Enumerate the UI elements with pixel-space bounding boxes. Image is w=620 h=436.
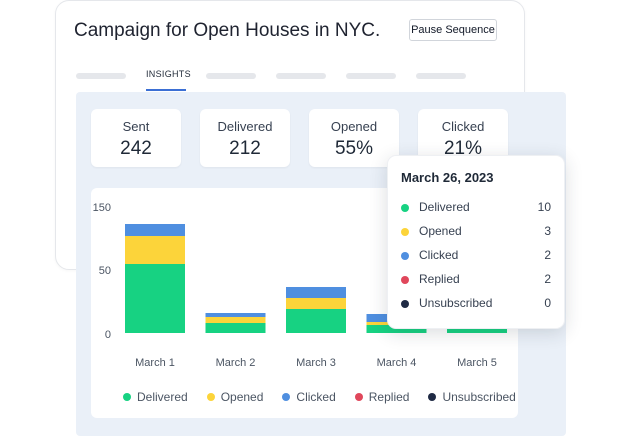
tooltip-value: 3 — [544, 224, 551, 238]
legend-dot — [282, 393, 291, 401]
tooltip-label: Clicked — [419, 248, 459, 262]
tooltip-row-delivered: Delivered 10 — [401, 200, 551, 216]
stat-card-sent: Sent 242 — [91, 109, 181, 167]
bar-segment-opened[interactable] — [125, 236, 185, 264]
legend-item-replied[interactable]: Replied — [354, 390, 410, 404]
tooltip-row-replied: Replied 2 — [401, 272, 551, 288]
tooltip-dot — [401, 228, 409, 236]
bar-segment-clicked[interactable] — [125, 224, 185, 236]
bar-segment-clicked[interactable] — [286, 287, 346, 298]
pause-sequence-button[interactable]: Pause Sequence — [409, 19, 497, 41]
x-tick-label: March 3 — [296, 357, 336, 369]
tooltip-date: March 26, 2023 — [401, 170, 494, 185]
legend-dot — [354, 393, 363, 401]
stat-value: 212 — [229, 138, 261, 159]
legend-item-delivered[interactable]: Delivered — [123, 390, 188, 404]
legend-dot — [123, 393, 131, 401]
stat-label: Delivered — [217, 119, 273, 134]
tab-insights[interactable]: INSIGHTS — [146, 69, 191, 91]
tooltip-value: 2 — [544, 272, 551, 286]
legend-label: Replied — [368, 390, 410, 404]
bar-segment-delivered[interactable] — [286, 309, 346, 333]
x-tick-label: March 1 — [135, 357, 175, 369]
tooltip-label: Unsubscribed — [419, 296, 493, 310]
stat-card-delivered: Delivered 212 — [200, 109, 290, 167]
legend-item-clicked[interactable]: Clicked — [282, 390, 336, 404]
stat-label: Opened — [330, 119, 378, 134]
legend-dot — [206, 393, 215, 401]
y-tick-label: 150 — [93, 202, 111, 214]
tooltip-row-clicked: Clicked 2 — [401, 248, 551, 264]
tab-placeholder[interactable] — [276, 73, 326, 79]
y-tick-label: 50 — [99, 265, 111, 277]
tooltip-label: Replied — [419, 272, 460, 286]
x-tick-label: March 2 — [216, 357, 256, 369]
tooltip-row-opened: Opened 3 — [401, 224, 551, 240]
bar-segment-delivered[interactable] — [125, 264, 185, 333]
bar-segment-opened[interactable] — [286, 298, 346, 309]
legend-label: Opened — [220, 390, 264, 404]
bar-segment-clicked[interactable] — [205, 313, 266, 317]
legend-item-opened[interactable]: Opened — [206, 390, 264, 404]
tooltip-dot — [401, 204, 409, 212]
tooltip-value: 2 — [544, 248, 551, 262]
bar-segment-delivered[interactable] — [447, 325, 507, 333]
legend-label: Unsubscribed — [442, 390, 516, 404]
tab-placeholder[interactable] — [76, 73, 126, 79]
stat-card-opened: Opened 55% — [309, 109, 399, 167]
tooltip-dot — [401, 300, 409, 308]
x-tick-label: March 4 — [377, 357, 417, 369]
tooltip-label: Opened — [419, 224, 462, 238]
stat-label: Sent — [122, 119, 150, 134]
tooltip-value: 0 — [544, 296, 551, 310]
tooltip-label: Delivered — [419, 200, 470, 214]
chart-legend: Delivered Opened Clicked Replied Unsubsc… — [123, 390, 535, 404]
tooltip-dot — [401, 276, 409, 284]
tab-placeholder[interactable] — [206, 73, 256, 79]
stat-value: 242 — [120, 138, 152, 159]
bar-segment-delivered[interactable] — [205, 323, 266, 333]
tooltip-row-unsubscribed: Unsubscribed 0 — [401, 296, 551, 312]
bar-segment-delivered[interactable] — [366, 325, 427, 333]
legend-dot — [428, 393, 437, 401]
stat-value: 21% — [443, 138, 483, 159]
x-tick-label: March 5 — [457, 357, 497, 369]
bar-segment-opened[interactable] — [205, 317, 266, 323]
stat-label: Clicked — [441, 119, 485, 134]
y-tick-label: 0 — [105, 329, 111, 341]
tab-placeholder[interactable] — [416, 73, 466, 79]
chart-tooltip: March 26, 2023 Delivered 10 Opened 3 Cli… — [387, 155, 565, 329]
stat-value: 55% — [334, 138, 374, 159]
legend-item-unsubscribed[interactable]: Unsubscribed — [428, 390, 516, 404]
page-title: Campaign for Open Houses in NYC. — [74, 20, 381, 41]
legend-label: Clicked — [296, 390, 336, 404]
tooltip-value: 10 — [537, 200, 551, 214]
legend-label: Delivered — [137, 390, 188, 404]
tab-placeholder[interactable] — [346, 73, 396, 79]
tooltip-dot — [401, 252, 409, 260]
